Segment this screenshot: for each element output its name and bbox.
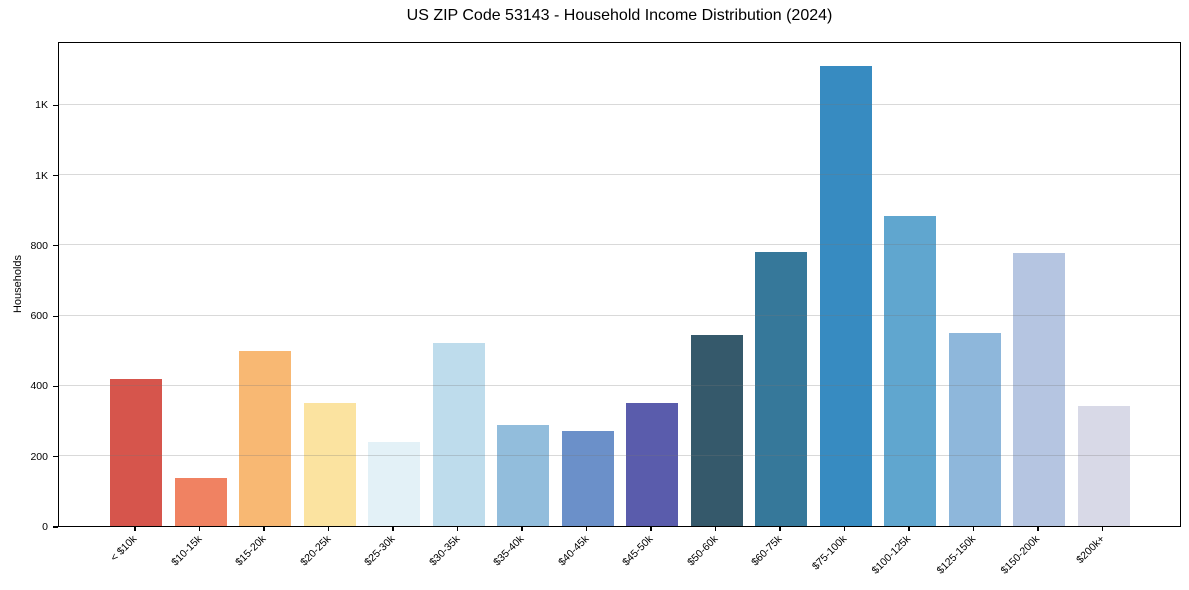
x-tick-$35-40k [521, 527, 523, 531]
bar-$200k+ [1077, 405, 1130, 526]
bar-$125-150k [948, 333, 1001, 526]
x-tick-label-< $10k: < $10k [108, 533, 140, 564]
x-tick-label-$75-100k: $75-100k [809, 533, 849, 573]
bar-$60-75k [755, 252, 807, 526]
gridline-1000 [59, 174, 1180, 176]
gridline-400 [59, 384, 1180, 386]
x-tick-$200k+ [1101, 527, 1104, 531]
bar-$100-125k [884, 215, 936, 526]
y-tick-800 [53, 245, 58, 247]
bar-$20-25k [303, 403, 356, 526]
x-tick-label-$35-40k: $35-40k [491, 533, 527, 569]
x-tick-label-$100-125k: $100-125k [869, 533, 914, 577]
gridline-600 [59, 314, 1180, 316]
y-tick-1200 [53, 104, 58, 106]
x-tick-$100-125k [908, 527, 910, 531]
x-tick-label-$30-35k: $30-35k [426, 533, 462, 569]
y-tick-0 [53, 526, 58, 528]
bar-$45-50k [626, 402, 678, 526]
bar-$150-200k [1013, 253, 1065, 526]
y-tick-label-1000: 1K [35, 169, 48, 182]
x-tick-$25-30k [392, 527, 394, 531]
y-tick-label-1200: 1K [35, 99, 48, 112]
y-tick-200 [53, 456, 58, 458]
y-tick-label-800: 800 [30, 239, 48, 252]
bar-$50-60k [690, 334, 743, 526]
bar-$25-30k [368, 442, 420, 526]
gridline-200 [59, 455, 1180, 457]
x-tick-$150-200k [1037, 527, 1039, 531]
gridline-1200 [59, 103, 1180, 105]
x-tick-$50-60k [714, 527, 717, 531]
x-tick-label-$10-15k: $10-15k [168, 533, 204, 569]
bar-$30-35k [432, 343, 485, 526]
y-tick-400 [53, 385, 58, 387]
y-tick-label-200: 200 [30, 450, 48, 463]
x-tick-label-$40-45k: $40-45k [555, 533, 591, 569]
x-tick-$20-25k [327, 527, 330, 531]
y-tick-label-0: 0 [42, 521, 48, 533]
x-tick-label-$20-25k: $20-25k [297, 533, 333, 569]
bar-$10-15k [174, 477, 227, 526]
x-tick-$40-45k [585, 527, 588, 531]
x-tick-label-$50-60k: $50-60k [684, 533, 720, 569]
x-tick-label-$125-150k: $125-150k [934, 533, 978, 577]
x-tick-$45-50k [650, 527, 652, 531]
x-tick-$30-35k [456, 527, 459, 531]
x-tick-label-$25-30k: $25-30k [362, 533, 398, 569]
bar-$35-40k [497, 424, 549, 526]
x-tick-label-$60-75k: $60-75k [749, 533, 785, 569]
bar-$40-45k [561, 430, 614, 526]
gridline-800 [59, 244, 1180, 246]
x-tick-$60-75k [779, 527, 781, 531]
y-tick-600 [53, 315, 58, 317]
bar-< $10k [110, 379, 162, 526]
plot-area [58, 42, 1181, 527]
x-tick-$75-100k [843, 527, 846, 531]
y-tick-label-600: 600 [30, 310, 48, 323]
bar-$15-20k [239, 351, 291, 526]
y-tick-label-400: 400 [30, 380, 48, 393]
x-tick-label-$200k+: $200k+ [1073, 533, 1107, 567]
x-tick-$125-150k [972, 527, 975, 531]
x-tick-label-$45-50k: $45-50k [620, 533, 656, 569]
chart-title: US ZIP Code 53143 - Household Income Dis… [406, 7, 833, 24]
x-tick-label-$150-200k: $150-200k [998, 533, 1043, 577]
x-tick-label-$15-20k: $15-20k [233, 533, 269, 569]
y-tick-1000 [53, 175, 58, 177]
x-tick-$15-20k [263, 527, 265, 531]
bar-$75-100k [819, 65, 872, 526]
x-tick-< $10k [134, 527, 136, 531]
x-tick-$10-15k [198, 527, 201, 531]
